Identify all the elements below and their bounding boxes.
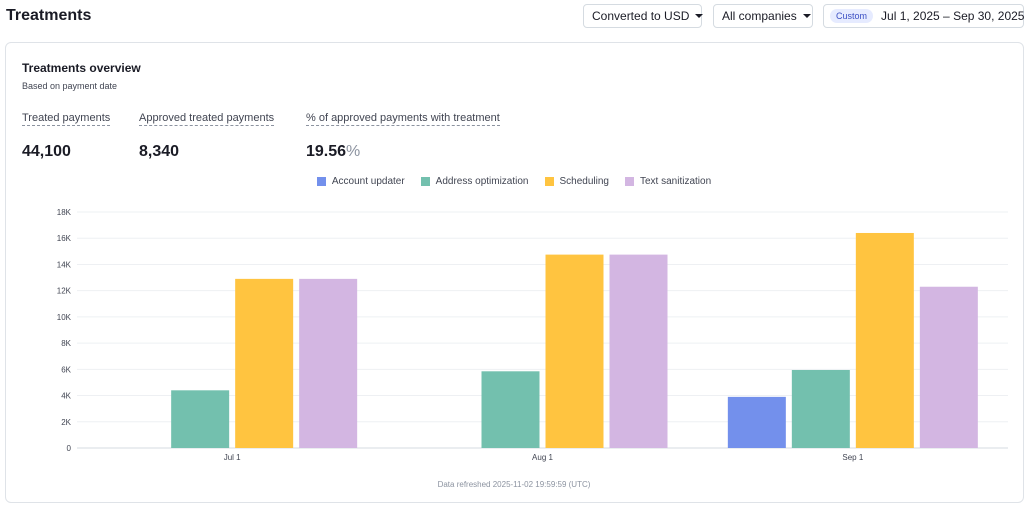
chevron-down-icon: [695, 14, 704, 18]
bar: [727, 396, 786, 448]
metric-value-approved-treated-payments: 8,340: [139, 143, 179, 161]
y-tick-label: 16K: [57, 234, 72, 243]
chart-legend: Account updater Address optimization Sched…: [0, 176, 1028, 187]
y-tick-label: 14K: [57, 260, 72, 269]
legend-label: Scheduling: [559, 176, 609, 187]
metric-label-approved-treated-payments[interactable]: Approved treated payments: [139, 112, 275, 126]
currency-select[interactable]: Converted to USD: [583, 4, 704, 28]
y-tick-label: 8K: [61, 339, 71, 348]
metric-unit: %: [346, 143, 361, 160]
date-range-label: Jul 1, 2025 – Sep 30, 2025: [881, 9, 1025, 23]
legend-label: Address optimization: [435, 176, 529, 187]
page-title: Treatments: [6, 7, 92, 24]
legend-label: Account updater: [331, 176, 405, 187]
x-tick-label: Jul 1: [224, 453, 241, 462]
custom-badge: Custom: [830, 9, 874, 23]
bar: [235, 278, 294, 448]
treatments-overview-card: [5, 42, 1024, 503]
bar: [855, 232, 914, 448]
card-subtitle: Based on payment date: [22, 81, 118, 91]
bar: [171, 390, 230, 448]
legend-swatch: [420, 177, 430, 186]
x-tick-label: Sep 1: [842, 453, 863, 462]
y-tick-label: 6K: [61, 365, 71, 374]
y-tick-label: 10K: [57, 313, 72, 322]
y-tick-label: 12K: [57, 287, 72, 296]
y-tick-label: 4K: [61, 392, 71, 401]
company-select[interactable]: All companies: [713, 4, 813, 28]
date-range-picker[interactable]: Custom Jul 1, 2025 – Sep 30, 2025: [823, 4, 1024, 28]
card-title: Treatments overview: [22, 61, 141, 75]
chevron-down-icon: [802, 14, 811, 18]
company-select-label: All companies: [722, 9, 797, 23]
y-tick-label: 18K: [57, 208, 72, 217]
metric-label-treated-payments[interactable]: Treated payments: [22, 112, 111, 126]
legend-item[interactable]: Text sanitization: [624, 176, 712, 187]
bar: [481, 371, 540, 448]
legend-swatch: [544, 177, 554, 186]
page-header: Treatments Converted to USD All companie…: [0, 0, 1028, 36]
currency-select-label: Converted to USD: [592, 9, 690, 23]
bar: [609, 254, 668, 448]
legend-swatch: [316, 177, 326, 186]
y-tick-label: 0: [67, 444, 72, 453]
bar: [791, 369, 850, 448]
x-tick-label: Aug 1: [532, 453, 553, 462]
metric-number: 19.56: [306, 143, 347, 160]
treatments-bar-chart: 0 2K 4K 6K 8K 10K 12K 14K 16K 18K Jul 1 Aug 1 Sep 1: [57, 208, 1008, 462]
y-tick-label: 2K: [61, 418, 71, 427]
legend-label: Text sanitization: [639, 176, 712, 187]
legend-item[interactable]: Scheduling: [544, 176, 609, 187]
bar: [299, 278, 358, 448]
legend-item[interactable]: Account updater: [316, 176, 405, 187]
bar: [919, 286, 978, 448]
metric-number: 44,100: [22, 143, 71, 160]
metric-value-treated-payments: 44,100: [22, 143, 71, 161]
metric-number: 8,340: [139, 143, 180, 160]
legend-swatch: [624, 177, 634, 186]
bar: [545, 254, 604, 448]
metric-label-approved-with-treatment[interactable]: % of approved payments with treatment: [306, 112, 500, 126]
metric-value-approved-with-treatment: 19.56%: [306, 143, 360, 161]
data-refreshed-note: Data refreshed 2025-11-02 19:59:59 (UTC): [437, 480, 591, 489]
legend-item[interactable]: Address optimization: [420, 176, 529, 187]
